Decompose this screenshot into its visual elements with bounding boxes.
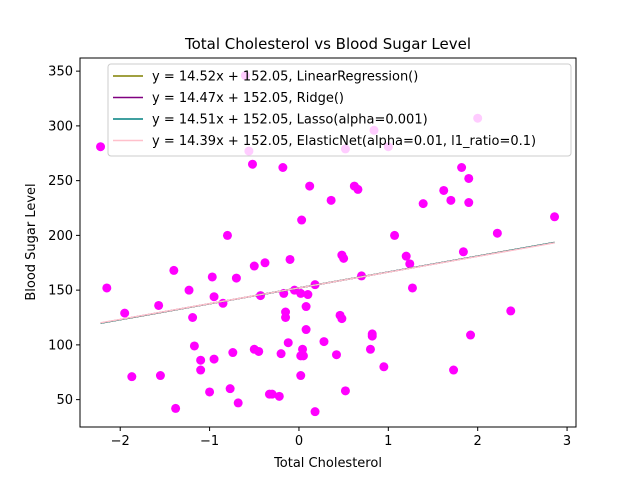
data-point-15 — [209, 354, 219, 364]
data-point-47 — [298, 351, 308, 361]
data-point-55 — [326, 195, 336, 205]
data-point-7 — [169, 265, 179, 275]
data-point-82 — [464, 173, 474, 183]
data-point-13 — [205, 387, 215, 397]
data-point-1 — [102, 283, 112, 293]
x-axis-ticks: −2 −1 0 1 2 3 — [111, 427, 571, 449]
data-point-83 — [464, 198, 474, 208]
data-point-8 — [184, 285, 194, 295]
data-point-22 — [233, 398, 243, 408]
data-point-40 — [285, 254, 295, 264]
data-point-49 — [301, 325, 311, 335]
data-point-66 — [365, 344, 375, 354]
data-point-77 — [439, 185, 449, 195]
data-point-46 — [298, 344, 308, 354]
data-point-33 — [274, 391, 284, 401]
plot-area-frame — [79, 57, 577, 428]
x-tick-label: −2 — [111, 434, 130, 449]
data-point-48 — [301, 302, 311, 312]
legend-box — [107, 63, 572, 157]
y-tick-label: 150 — [48, 284, 73, 299]
data-point-88 — [550, 212, 560, 222]
y-tick-label: 350 — [48, 65, 73, 80]
data-point-44 — [296, 288, 306, 298]
legend-entry-0: y = 14.52x + 152.05, LinearRegression() — [152, 70, 418, 85]
y-tick-label: 200 — [48, 229, 73, 244]
legend-entry-1: y = 14.47x + 152.05, Ridge() — [152, 91, 344, 106]
data-point-34 — [276, 349, 286, 359]
data-point-59 — [337, 314, 347, 324]
data-point-84 — [466, 330, 476, 340]
data-point-60 — [339, 253, 349, 263]
data-point-9 — [188, 313, 198, 323]
data-point-14 — [207, 272, 217, 282]
data-point-43 — [297, 215, 307, 225]
x-tick-label: 2 — [474, 434, 482, 449]
data-point-81 — [458, 247, 468, 257]
y-tick-label: 250 — [48, 174, 73, 189]
data-point-73 — [401, 251, 411, 261]
data-point-70 — [379, 362, 389, 372]
data-point-64 — [353, 184, 363, 194]
data-point-0 — [96, 142, 106, 152]
data-point-11 — [196, 355, 206, 365]
data-point-51 — [305, 181, 315, 191]
y-axis-ticks: 50 100 150 200 250 300 350 — [48, 65, 80, 408]
data-point-39 — [283, 338, 293, 348]
data-point-30 — [260, 258, 270, 268]
data-point-65 — [357, 271, 367, 281]
data-point-18 — [222, 230, 232, 240]
data-point-45 — [296, 371, 306, 381]
legend-entry-3: y = 14.39x + 152.05, ElasticNet(alpha=0.… — [152, 134, 536, 149]
regression-line-3 — [100, 242, 555, 324]
data-point-10 — [189, 341, 199, 351]
x-tick-label: 3 — [563, 434, 571, 449]
data-point-25 — [247, 159, 257, 169]
data-point-3 — [127, 372, 137, 382]
chart-title: Total Cholesterol vs Blood Sugar Level — [184, 35, 471, 53]
y-axis-label: Blood Sugar Level — [24, 183, 39, 300]
data-point-74 — [405, 259, 415, 269]
data-point-38 — [281, 307, 291, 317]
data-point-78 — [446, 195, 456, 205]
data-point-72 — [390, 230, 400, 240]
data-point-68 — [367, 331, 377, 341]
data-point-62 — [340, 386, 350, 396]
data-point-32 — [267, 389, 277, 399]
data-point-28 — [254, 346, 264, 356]
data-point-80 — [457, 162, 467, 172]
data-point-2 — [120, 308, 130, 318]
regression-lines — [100, 241, 555, 324]
data-point-54 — [319, 337, 329, 347]
data-point-26 — [249, 261, 259, 271]
x-axis-label: Total Cholesterol — [273, 456, 382, 471]
y-tick-label: 100 — [48, 338, 73, 353]
data-point-19 — [225, 384, 235, 394]
x-tick-label: −1 — [200, 434, 219, 449]
data-point-5 — [155, 371, 165, 381]
data-point-20 — [228, 348, 238, 358]
data-point-76 — [418, 199, 428, 209]
legend: y = 14.52x + 152.05, LinearRegression() y… — [107, 63, 572, 157]
data-point-56 — [331, 350, 341, 360]
y-tick-label: 50 — [56, 393, 73, 408]
legend-entry-2: y = 14.51x + 152.05, Lasso(alpha=0.001) — [152, 113, 428, 128]
data-point-12 — [196, 365, 206, 375]
data-point-16 — [209, 292, 219, 302]
y-tick-label: 300 — [48, 119, 73, 134]
x-tick-label: 0 — [295, 434, 303, 449]
data-point-21 — [231, 273, 241, 283]
data-point-86 — [492, 228, 502, 238]
data-point-50 — [303, 290, 313, 300]
data-point-52 — [310, 407, 320, 417]
data-point-6 — [171, 403, 181, 413]
data-point-4 — [154, 300, 164, 310]
data-point-29 — [256, 291, 266, 301]
data-point-75 — [407, 283, 417, 293]
data-point-87 — [506, 306, 516, 316]
data-point-35 — [278, 162, 288, 172]
x-tick-label: 1 — [384, 434, 392, 449]
data-point-79 — [449, 365, 459, 375]
